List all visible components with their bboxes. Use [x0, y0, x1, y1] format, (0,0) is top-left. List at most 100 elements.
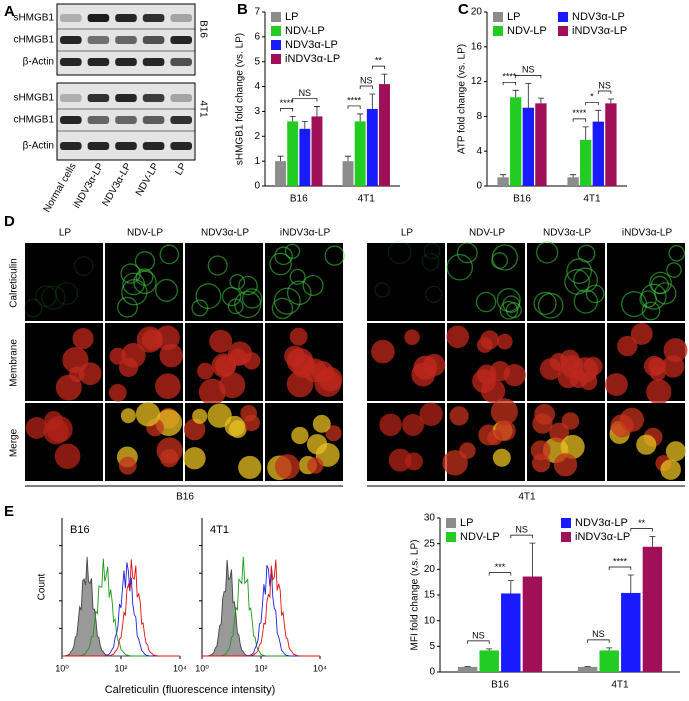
cell	[643, 356, 665, 377]
cell	[496, 333, 513, 350]
sig-label: NS	[472, 630, 485, 640]
lane-label: LP	[173, 161, 189, 177]
cell	[25, 417, 48, 439]
blot-band	[170, 58, 192, 66]
x-axis-label: Calreticulin (fluorescence intensity)	[105, 684, 276, 696]
column-label: NDV-LP	[469, 228, 505, 239]
cell	[630, 323, 653, 345]
cell	[646, 379, 672, 405]
sig-label: **	[638, 518, 646, 528]
y-tick-label: 25	[424, 538, 436, 549]
sig-label: ****	[347, 95, 362, 105]
row-label: Membrane	[9, 339, 20, 387]
column-label: iNDV3α-LP	[622, 228, 673, 239]
panel-letter: A	[4, 3, 15, 20]
legend-label: NDV-LP	[460, 531, 500, 543]
cell	[195, 283, 222, 310]
cell	[442, 450, 468, 476]
micrograph	[447, 243, 525, 321]
y-tick-label: 5	[429, 641, 435, 652]
cell	[214, 355, 236, 377]
error-bar	[570, 174, 577, 178]
legend-swatch	[558, 12, 568, 22]
bar	[311, 116, 323, 186]
cell	[560, 355, 584, 378]
sig-bracket	[587, 639, 610, 643]
blot-band	[142, 36, 165, 44]
blot-band	[170, 14, 192, 22]
blot-band	[115, 14, 137, 22]
cell	[661, 355, 685, 378]
column-label: NDV3α-LP	[201, 228, 249, 239]
bar	[567, 177, 579, 186]
y-axis-label: sHMGB1 fold change (vs. LP)	[235, 33, 246, 165]
cell	[585, 284, 605, 304]
cell	[289, 268, 306, 285]
blot-row-label: β-Actin	[23, 141, 54, 152]
micrograph	[367, 243, 445, 321]
legend-label: LP	[285, 11, 298, 23]
legend-swatch	[271, 12, 281, 22]
y-axis-label: MFI fold change (v.s. LP)	[410, 540, 421, 651]
cell	[207, 255, 228, 276]
sig-bracket	[585, 101, 599, 106]
cell	[573, 267, 599, 293]
bar	[287, 121, 299, 186]
legend-swatch	[446, 532, 456, 542]
bar	[605, 103, 617, 186]
error-bar	[500, 174, 507, 178]
cell	[54, 443, 81, 469]
blot-band	[170, 94, 192, 102]
cell	[155, 373, 181, 400]
sig-bracket	[371, 65, 385, 70]
cell	[476, 337, 493, 353]
y-tick-label: 16	[471, 41, 483, 52]
cell	[532, 453, 551, 473]
cell	[666, 262, 682, 278]
micrograph	[185, 243, 263, 321]
blot-band	[87, 94, 110, 102]
bar	[592, 121, 604, 186]
legend-label: NDV3α-LP	[572, 11, 625, 23]
micrograph	[25, 403, 103, 481]
y-tick-label: 6	[254, 31, 260, 42]
y-tick-label: 30	[424, 513, 436, 524]
y-tick-label: 8	[476, 111, 482, 122]
cell	[120, 408, 136, 424]
sig-bracket	[280, 108, 294, 112]
error-bar	[537, 97, 544, 104]
x-tick-label: B16	[513, 194, 531, 205]
cell	[641, 301, 661, 321]
y-tick-label: 0	[476, 181, 482, 192]
cell	[388, 448, 412, 472]
sig-label: ****	[613, 556, 628, 566]
cell	[46, 416, 73, 443]
blot-cell-label: B16	[197, 20, 208, 38]
blot-cell-label: 4T1	[197, 100, 208, 118]
cell	[273, 287, 301, 315]
legend-swatch	[493, 12, 503, 22]
cell	[636, 434, 657, 455]
x-tick-label: 10⁴	[173, 663, 187, 673]
x-tick-label: B16	[491, 680, 509, 691]
cell	[159, 244, 180, 265]
cell	[122, 272, 145, 296]
blot-band	[142, 116, 165, 124]
error-bar	[301, 120, 308, 129]
cell	[411, 362, 436, 387]
legend-label: NDV-LP	[285, 25, 325, 37]
cell	[120, 263, 141, 284]
column-label: LP	[59, 228, 72, 239]
lane-label: NDV-LP	[134, 161, 162, 198]
sig-bracket	[630, 528, 653, 532]
bar	[535, 103, 547, 186]
sig-label: NS	[522, 65, 535, 75]
bar	[621, 592, 641, 672]
sig-bracket	[467, 640, 490, 644]
blot-row-label: β-Actin	[23, 57, 54, 68]
bar	[379, 84, 390, 186]
legend-label: iNDV3α-LP	[575, 531, 630, 543]
cell	[553, 453, 578, 477]
error-bar	[512, 89, 519, 98]
bar	[479, 650, 499, 672]
